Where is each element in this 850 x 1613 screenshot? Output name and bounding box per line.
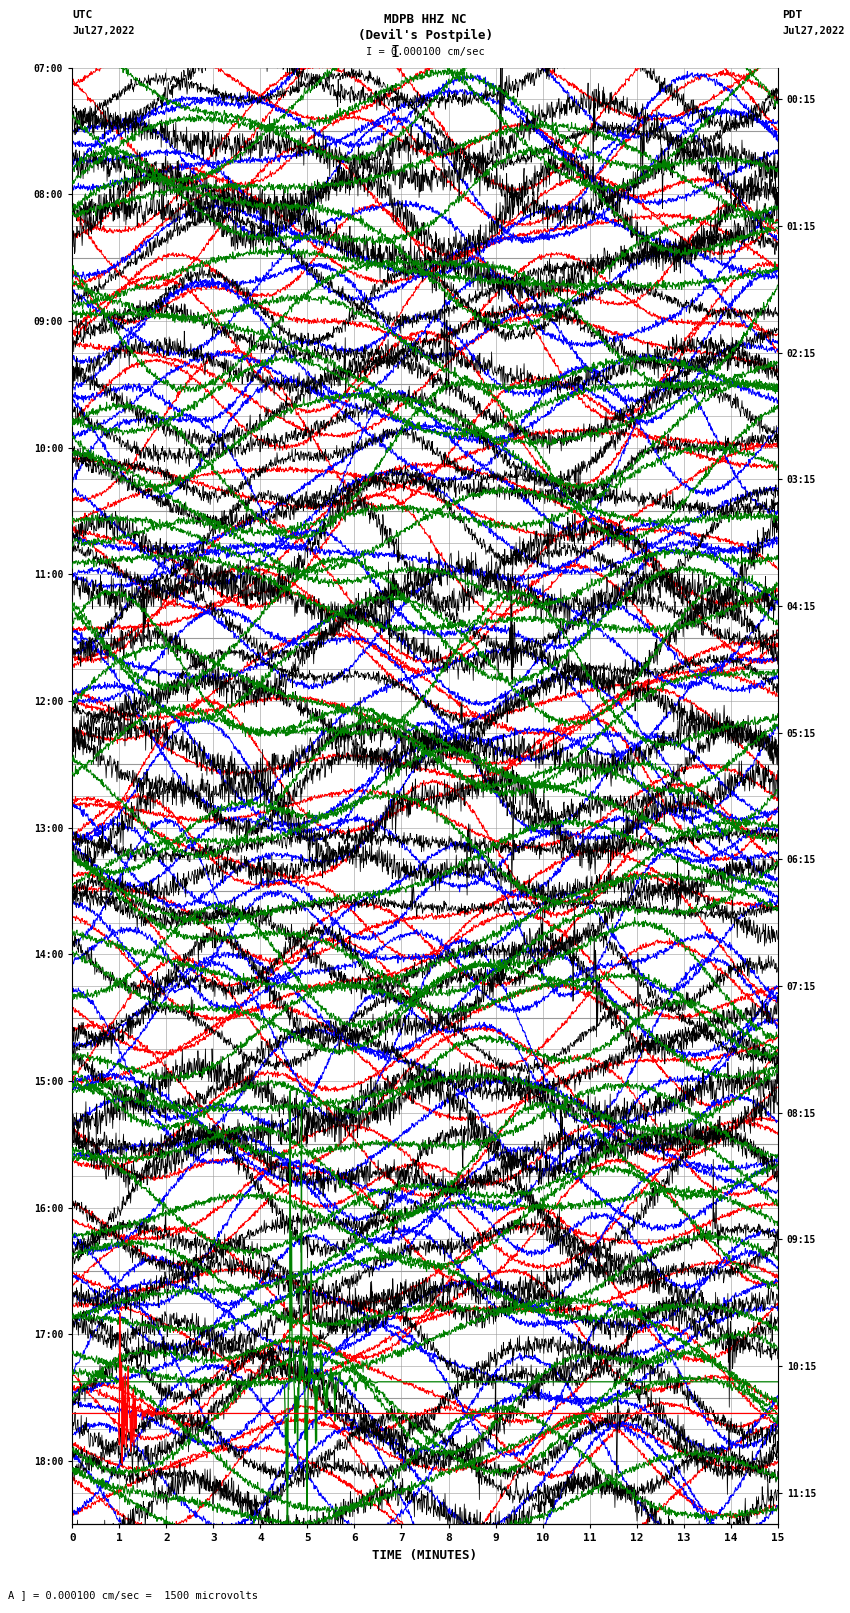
Text: PDT: PDT <box>782 10 802 19</box>
Text: UTC: UTC <box>72 10 93 19</box>
Text: Jul27,2022: Jul27,2022 <box>72 26 135 35</box>
Text: A ] = 0.000100 cm/sec =  1500 microvolts: A ] = 0.000100 cm/sec = 1500 microvolts <box>8 1590 258 1600</box>
X-axis label: TIME (MINUTES): TIME (MINUTES) <box>372 1548 478 1561</box>
Text: Jul27,2022: Jul27,2022 <box>782 26 845 35</box>
Text: I = 0.000100 cm/sec: I = 0.000100 cm/sec <box>366 47 484 56</box>
Text: (Devil's Postpile): (Devil's Postpile) <box>358 29 492 42</box>
Text: I: I <box>391 45 399 60</box>
Text: MDPB HHZ NC: MDPB HHZ NC <box>383 13 467 26</box>
